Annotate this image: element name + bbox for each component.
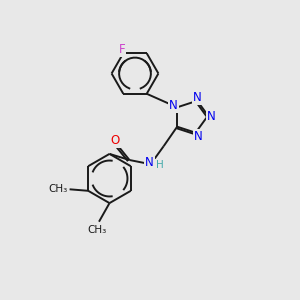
Text: F: F: [118, 43, 125, 56]
Text: H: H: [156, 160, 163, 170]
Text: CH₃: CH₃: [88, 225, 107, 235]
Text: N: N: [145, 156, 154, 169]
Text: CH₃: CH₃: [49, 184, 68, 194]
Text: N: N: [169, 99, 178, 112]
Text: N: N: [193, 91, 202, 104]
Text: N: N: [194, 130, 202, 143]
Text: O: O: [111, 134, 120, 147]
Text: N: N: [207, 110, 216, 123]
